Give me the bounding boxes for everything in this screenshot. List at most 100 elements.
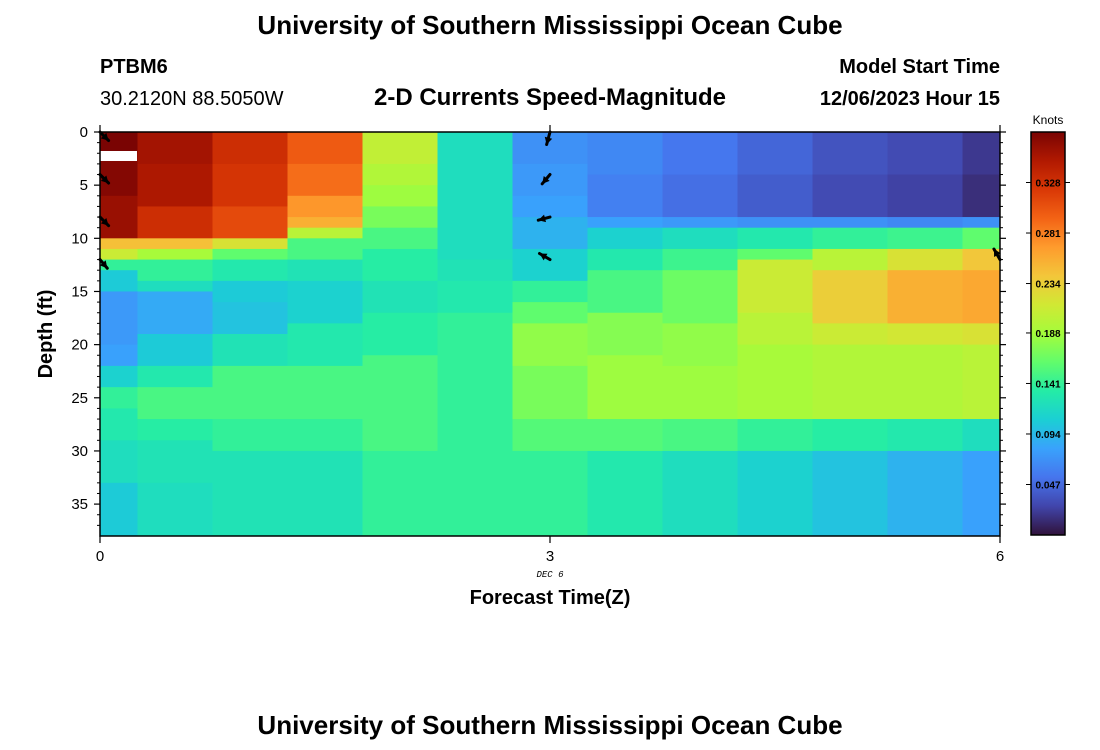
heatmap-cell	[212, 280, 288, 303]
heatmap-cell	[512, 280, 588, 303]
heatmap-cell	[812, 248, 888, 271]
heatmap-cell	[737, 227, 813, 250]
y-axis-label: Depth (ft)	[35, 290, 57, 379]
y-tick-label: 30	[71, 443, 88, 460]
heatmap-cell	[587, 217, 663, 229]
data-gap-marker	[100, 151, 137, 161]
heatmap-cell	[662, 217, 738, 229]
heatmap-cell	[962, 248, 1000, 271]
heatmap-cell	[812, 217, 888, 229]
heatmap-cell	[587, 248, 663, 271]
heatmap-cell	[662, 419, 738, 452]
heatmap-cell	[362, 355, 438, 452]
y-tick-label: 5	[80, 177, 88, 194]
heatmap-cell	[212, 302, 288, 335]
heatmap-cell	[212, 365, 288, 420]
heatmap-cell	[737, 217, 813, 229]
heatmap-cell	[887, 419, 963, 452]
heatmap-cell	[812, 132, 888, 176]
heatmap-cell	[962, 270, 1000, 324]
heatmap-cell	[362, 227, 438, 250]
heatmap-cell	[587, 450, 663, 536]
colorbar-tick-label: 0.188	[1035, 329, 1060, 340]
heatmap-cell	[287, 323, 363, 367]
heatmap-cell	[137, 419, 213, 441]
heatmap-cell	[212, 238, 288, 250]
colorbar-label: Knots	[1033, 113, 1064, 127]
heatmap-cell	[212, 163, 288, 207]
heatmap-cell	[887, 248, 963, 271]
heatmap-cell	[812, 227, 888, 250]
heatmap-cell	[887, 450, 963, 536]
heatmap-cell	[100, 132, 138, 154]
heatmap-cell	[287, 163, 363, 197]
heatmap-cell	[512, 450, 588, 536]
model-start-label: Model Start Time	[839, 56, 1000, 78]
heatmap-cell	[962, 132, 1000, 176]
y-tick-label: 15	[71, 283, 88, 300]
heatmap-cell	[362, 206, 438, 229]
heatmap-cell	[812, 419, 888, 452]
heatmap-cell	[100, 387, 138, 409]
current-vector-arrow	[536, 214, 552, 223]
x-axis-label: Forecast Time(Z)	[470, 587, 631, 609]
heatmap-cell	[812, 174, 888, 218]
heatmap-cell	[587, 227, 663, 250]
heatmap-cell	[287, 238, 363, 261]
heatmap-cell	[512, 248, 588, 282]
heatmap-cell	[887, 132, 963, 176]
colorbar-tick-label: 0.234	[1035, 280, 1060, 291]
heatmap-cell	[887, 344, 963, 420]
colorbar	[1030, 131, 1066, 536]
heatmap-cell	[287, 132, 363, 165]
heatmap-cell	[737, 132, 813, 176]
heatmap-cell	[587, 132, 663, 176]
heatmap-cell	[887, 270, 963, 324]
heatmap-cell	[100, 365, 138, 388]
colorbar-tick-label: 0.328	[1035, 179, 1060, 190]
colorbar-tick-label: 0.094	[1035, 430, 1060, 441]
current-vector-arrow	[992, 247, 1002, 262]
heatmap-cell	[100, 259, 138, 271]
y-tick-label: 10	[71, 230, 88, 247]
heatmap-cell	[662, 227, 738, 250]
heatmap-cell	[100, 248, 138, 261]
heatmap-cell	[212, 419, 288, 452]
heatmap-cell	[100, 482, 138, 536]
heatmap-cell	[100, 440, 138, 484]
heatmap-cell	[512, 419, 588, 452]
heatmap-cell	[662, 248, 738, 271]
heatmap-cell	[962, 419, 1000, 452]
heatmap-cell	[287, 280, 363, 324]
y-tick-label: 20	[71, 337, 88, 354]
heatmap-cell	[737, 248, 813, 261]
y-tick-label: 25	[71, 390, 88, 407]
heatmap-cell	[737, 259, 813, 314]
heatmap-cell	[137, 365, 213, 388]
heatmap-cell	[437, 259, 513, 282]
heatmap-cell	[587, 419, 663, 452]
heatmap-cell	[287, 419, 363, 452]
heatmap-cell	[362, 132, 438, 165]
heatmap-cell	[362, 185, 438, 207]
heatmap-cell	[100, 238, 138, 250]
heatmap-cell	[737, 450, 813, 536]
heatmap-cell	[662, 365, 738, 420]
heatmap-cell	[100, 408, 138, 441]
heatmap-cell	[662, 270, 738, 324]
heatmap-cell	[137, 280, 213, 292]
heatmap-cell	[812, 450, 888, 536]
heatmap-cell	[962, 344, 1000, 420]
heatmap-cell	[587, 312, 663, 356]
heatmap-cell	[962, 174, 1000, 218]
heatmap-cell	[512, 163, 588, 197]
heatmap-cell	[212, 206, 288, 239]
heatmap-cell	[962, 217, 1000, 229]
colorbar-tick-label: 0.281	[1035, 229, 1060, 240]
current-vector-arrow	[98, 130, 111, 143]
heatmap-cell	[512, 323, 588, 367]
heatmap-cell	[137, 387, 213, 420]
heatmap-cell	[137, 440, 213, 484]
current-vector-arrow	[540, 173, 552, 186]
